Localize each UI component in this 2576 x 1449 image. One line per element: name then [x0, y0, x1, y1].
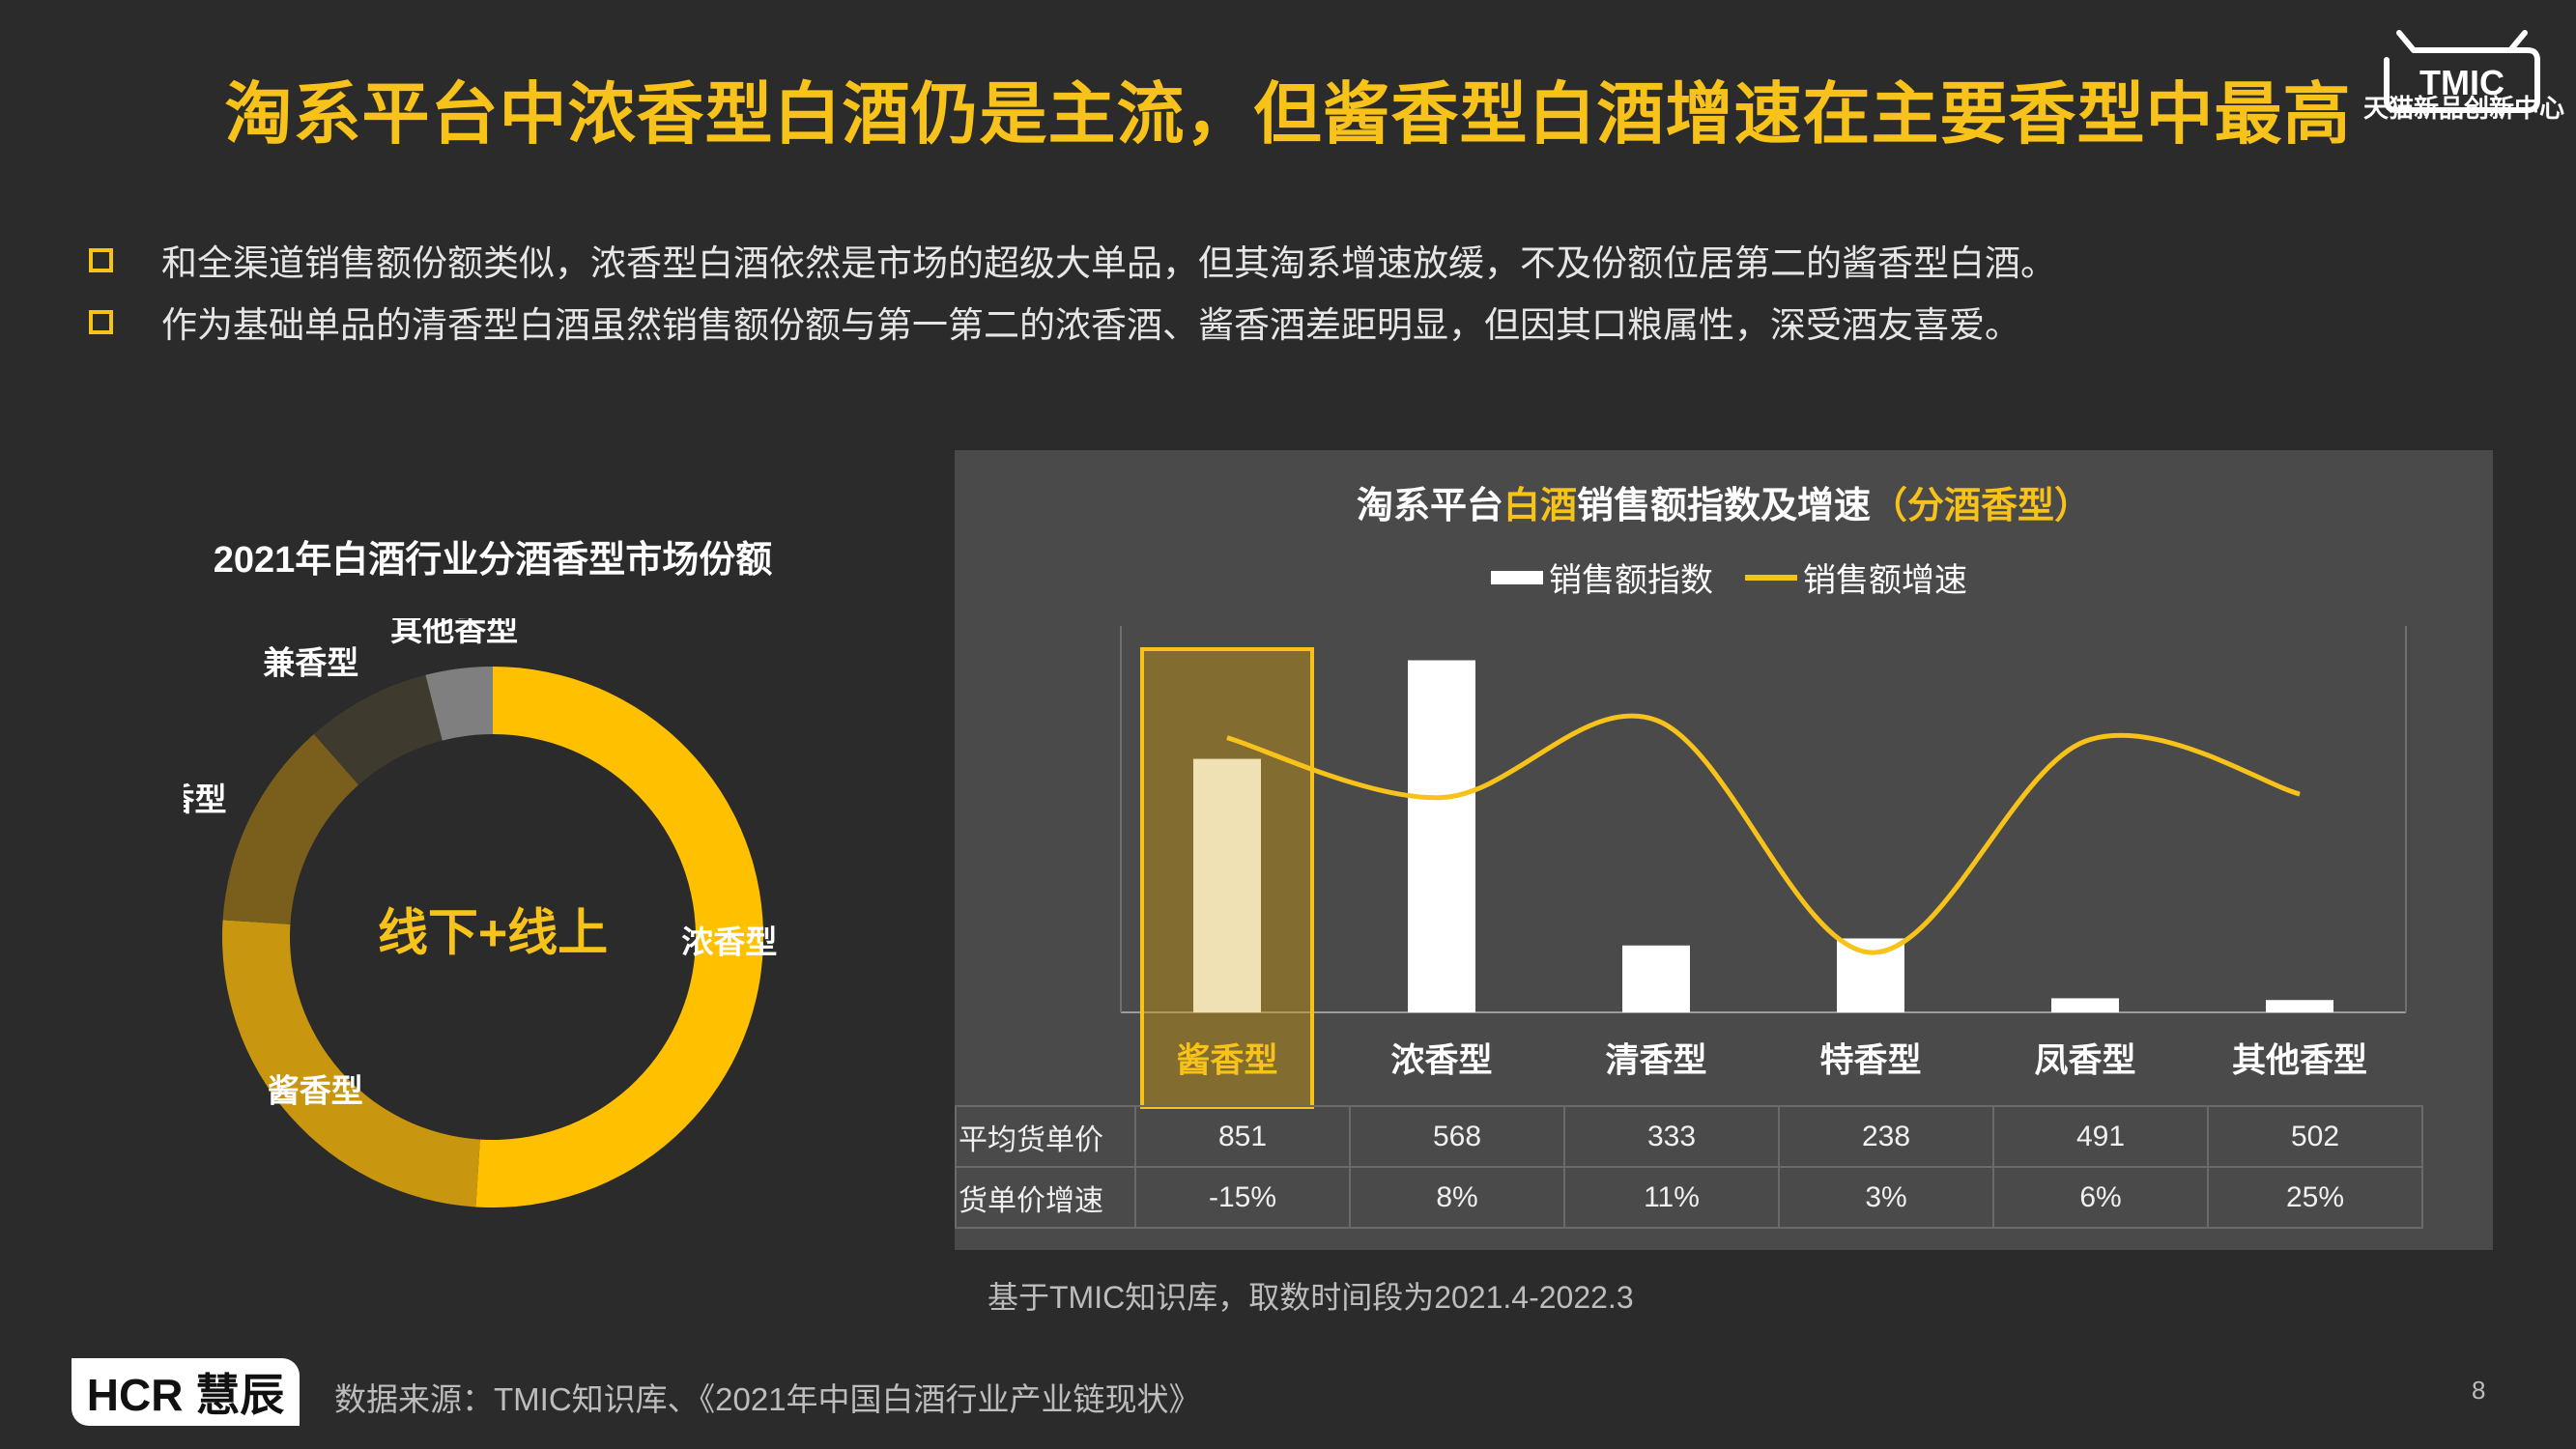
donut-center-label: 线下+线上	[378, 906, 608, 962]
growth-line	[1226, 713, 2301, 955]
page-number: 8	[2472, 1376, 2486, 1405]
table-row: 货单价增速 -15% 8% 11% 3% 6% 25%	[955, 1166, 2423, 1229]
bar-chart-title-prefix: 淘系平台	[1357, 486, 1503, 526]
table-cell: 851	[1134, 1105, 1351, 1168]
bar-chart-title-middle: 销售额指数及增速	[1577, 486, 1871, 526]
chart-legend: 销售额指数 销售额增速	[1491, 562, 1967, 599]
donut-slice-3	[313, 674, 443, 785]
donut-slice-2	[222, 733, 359, 924]
table-row: 平均货单价 851 568 333 238 491 502	[955, 1105, 2423, 1168]
bar-0	[1193, 758, 1261, 1012]
donut-slice-0	[475, 667, 763, 1208]
bar-chart-title: 淘系平台白酒销售额指数及增速（分酒香型）	[1357, 486, 2091, 526]
tmic-subtitle: 天猫新品创新中心	[2362, 94, 2564, 123]
bullet-item: 作为基础单品的清香型白酒虽然销售额份额与第一第二的浓香酒、酱香酒差距明显，但因其…	[89, 296, 2020, 348]
table-cell: 25%	[2207, 1166, 2423, 1229]
donut-slice-label: 酱香型	[268, 1073, 363, 1109]
legend-bar-label: 销售额指数	[1549, 562, 1713, 599]
table-cell: 3%	[1778, 1166, 1994, 1229]
tmic-logo-icon: TMIC	[2384, 30, 2540, 113]
donut-slice-4	[425, 667, 493, 741]
table-cell: 568	[1349, 1105, 1565, 1168]
page-title: 淘系平台中浓香型白酒仍是主流，但酱香型白酒增速在主要香型中最高	[224, 76, 2352, 152]
category-label: 清香型	[1605, 1041, 1706, 1079]
table-cell: 6%	[1992, 1166, 2209, 1229]
bullet-square-icon	[89, 309, 113, 334]
table-row-label: 货单价增速	[955, 1166, 1136, 1229]
donut-chart-title: 2021年白酒行业分酒香型市场份额	[213, 540, 773, 581]
category-label: 其他香型	[2232, 1041, 2367, 1079]
tmic-logo-text: TMIC	[2419, 63, 2504, 102]
bar-2	[1622, 945, 1690, 1012]
line-point-4	[2084, 740, 2086, 742]
category-label: 酱香型	[1176, 1041, 1277, 1079]
line-point-2	[1655, 719, 1657, 721]
stats-table: 平均货单价 851 568 333 238 491 502 货单价增速 -15%…	[955, 1105, 2423, 1229]
bullet-text: 和全渠道销售额份额类似，浓香型白酒依然是市场的超级大单品，但其淘系增速放缓，不及…	[161, 243, 2056, 283]
table-cell: 11%	[1563, 1166, 1780, 1229]
table-cell: 491	[1992, 1105, 2209, 1168]
bar-4	[2051, 998, 2119, 1012]
bullet-text: 作为基础单品的清香型白酒虽然销售额份额与第一第二的浓香酒、酱香酒差距明显，但因其…	[161, 305, 2020, 345]
line-point-3	[1870, 952, 1872, 953]
bar-chart-title-suffix: （分酒香型）	[1871, 486, 2091, 526]
line-point-1	[1441, 797, 1443, 799]
category-label: 特香型	[1819, 1041, 1921, 1079]
legend-bar-swatch	[1491, 571, 1543, 584]
table-row-label: 平均货单价	[955, 1105, 1136, 1168]
table-cell: -15%	[1134, 1166, 1351, 1229]
donut-slice-label: 清香型	[184, 781, 226, 817]
source-note: 数据来源：TMIC知识库、《2021年中国白酒行业产业链现状》	[334, 1381, 1201, 1417]
table-cell: 333	[1563, 1105, 1780, 1168]
bar-1	[1408, 660, 1475, 1012]
donut-slice-label: 兼香型	[263, 645, 358, 681]
bar-5	[2266, 1000, 2333, 1012]
donut-slice-1	[222, 920, 480, 1208]
donut-slice-label: 浓香型	[681, 923, 777, 959]
bar-line-chart: 淘系平台白酒销售额指数及增速（分酒香型） 销售额指数 销售额增速 酱香型 浓香型 清…	[1120, 486, 2407, 1109]
table-cell: 238	[1778, 1105, 1994, 1168]
bullet-square-icon	[89, 247, 113, 272]
line-point-0	[1226, 737, 1228, 739]
legend-line-label: 销售额增速	[1803, 562, 1967, 599]
category-label: 凤香型	[2034, 1041, 2135, 1079]
table-cell: 502	[2207, 1105, 2423, 1168]
bar-chart-title-highlight: 白酒	[1503, 486, 1577, 526]
chart-note: 基于TMIC知识库，取数时间段为2021.4-2022.3	[987, 1280, 1634, 1315]
hcr-logo: HCR 慧辰	[72, 1358, 300, 1426]
bullet-item: 和全渠道销售额份额类似，浓香型白酒依然是市场的超级大单品，但其淘系增速放缓，不及…	[89, 234, 2056, 286]
category-label: 浓香型	[1390, 1041, 1492, 1079]
table-cell: 8%	[1349, 1166, 1565, 1229]
line-point-5	[2299, 793, 2301, 795]
donut-slice-label: 其他香型	[390, 618, 518, 647]
